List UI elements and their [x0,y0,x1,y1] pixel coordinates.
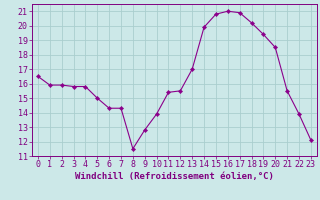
X-axis label: Windchill (Refroidissement éolien,°C): Windchill (Refroidissement éolien,°C) [75,172,274,181]
